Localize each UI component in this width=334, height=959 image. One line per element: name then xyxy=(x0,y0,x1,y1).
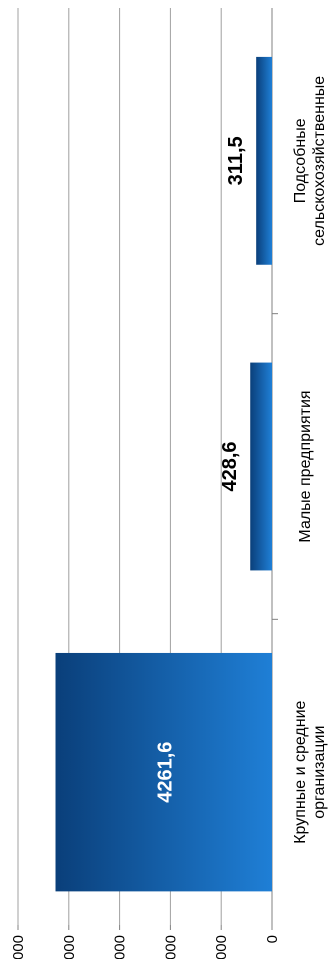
value-tick-label: 1000 xyxy=(213,935,230,959)
value-tick-label: 4000 xyxy=(61,935,78,959)
bar xyxy=(250,362,272,571)
bars xyxy=(55,56,273,892)
category-label: Подсобные xyxy=(292,118,309,203)
data-label: 311,5 xyxy=(225,136,247,185)
category-label: Малые предприятия xyxy=(297,390,314,542)
data-label: 4261,6 xyxy=(155,742,177,803)
value-tick-label: 0 xyxy=(264,935,281,943)
value-tick-label: 3000 xyxy=(112,935,129,959)
bar xyxy=(256,56,272,265)
category-label: организации xyxy=(311,726,328,819)
category-label: сельскохозяйственные xyxy=(311,76,328,246)
value-tick-label: 2000 xyxy=(162,935,179,959)
category-axis: Крупные и средние организации Малые предпр… xyxy=(272,76,328,844)
bar xyxy=(55,652,273,892)
value-tick-label: 5000 xyxy=(10,935,27,959)
data-labels: 4261,6 428,6 311,5 xyxy=(155,136,247,802)
data-label: 428,6 xyxy=(219,441,241,491)
category-label: Крупные и средние xyxy=(292,700,309,843)
value-axis: 0 1000 2000 3000 4000 5000 xyxy=(10,925,281,959)
